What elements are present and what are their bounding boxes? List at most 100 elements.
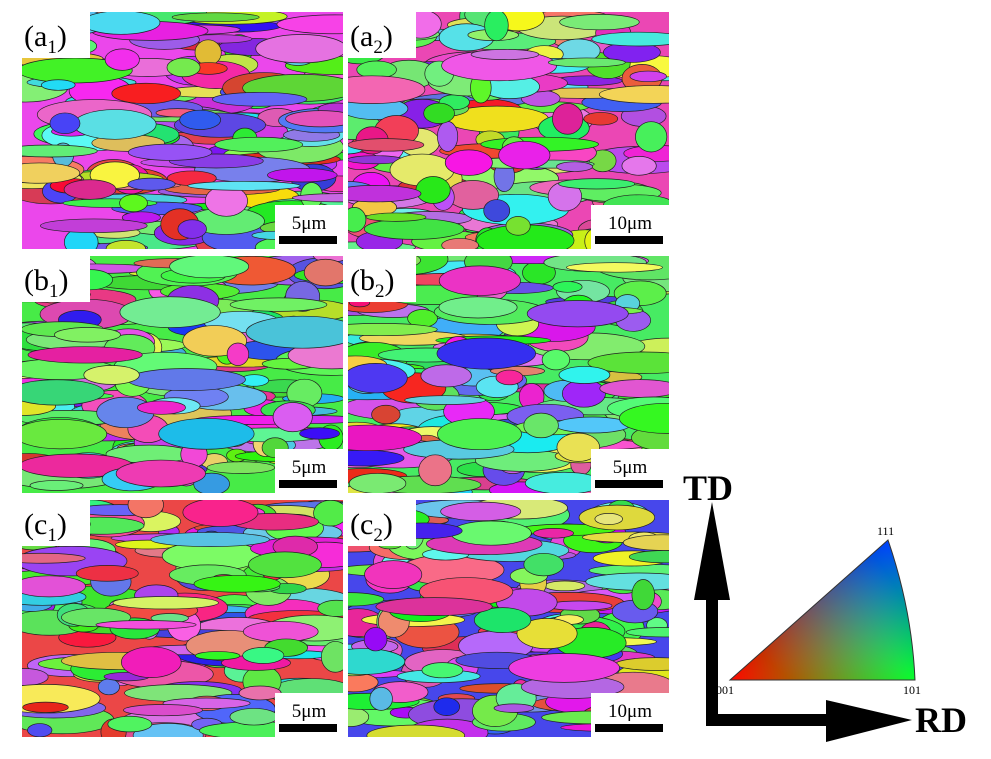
grain [179,109,222,130]
grain [365,212,427,222]
grain [127,143,213,161]
label-text: (b [24,264,49,297]
grain [440,501,522,522]
label-text: ) [385,264,395,297]
grain [54,327,121,343]
grain [81,12,161,35]
ebsd-map: (a2) 10μm [348,12,669,249]
ipf-outline [728,539,916,681]
grain [420,364,472,388]
grain [441,238,479,249]
grain [22,419,108,450]
panel-label: (a2) [350,20,393,58]
grain [348,424,423,452]
grain [120,646,182,678]
grain [523,412,559,439]
grain [508,653,620,683]
grain [544,580,586,592]
scale-bar-label: 10μm [608,213,652,234]
grain [127,500,164,519]
grain [438,265,521,296]
grain [169,256,250,279]
grain [483,199,511,223]
grain [22,379,105,406]
grain [348,323,438,337]
panel-label: (c1) [24,508,67,546]
grain [541,349,571,371]
ipf-legend: 001 101 111 [716,524,921,697]
label-box [22,500,90,546]
grain [404,395,486,405]
label-subscript: 1 [47,37,57,58]
grain [22,144,98,158]
grain [22,575,86,598]
grain [366,724,466,737]
panel-label: (b1) [24,264,69,302]
label-box [22,12,90,58]
grain [49,112,81,135]
scale-bar [279,236,337,244]
grain [473,607,532,633]
grain [561,379,606,408]
grain [27,346,143,364]
grain [470,49,540,60]
ipf-label: 101 [903,683,921,697]
grain [242,620,319,643]
grain [75,565,139,582]
grain [363,627,388,652]
grain [127,177,176,191]
grain [433,697,460,716]
grain [136,400,186,415]
grain [523,552,565,577]
grain [450,520,532,546]
grain [547,57,626,68]
grain [40,218,148,233]
grain [40,79,76,91]
grain [214,136,304,153]
ebsd-map: (b2) 5μm [348,256,669,493]
grain [348,592,385,607]
grain [182,500,259,527]
scale-bar-label: 5μm [292,457,327,478]
ipf-blue [730,540,915,680]
ebsd-map: (a1) 5μm [22,12,343,249]
grain [150,532,270,547]
label-subscript: 2 [375,281,385,302]
panel-label: (a1) [24,20,67,58]
label-subscript: 1 [49,281,59,302]
grain [171,12,260,22]
grain [245,315,343,349]
grain [119,296,221,328]
grain [226,342,250,366]
ebsd-map: (c2) 10μm [348,500,669,737]
ebsd-map: (b1) 5μm [22,256,343,493]
grain [313,500,343,527]
grain [276,14,343,35]
grain [127,368,246,391]
label-text: ) [59,264,69,297]
grain [493,703,535,713]
grain [415,176,451,204]
grain [22,162,81,184]
grain [22,701,69,713]
grain [566,262,663,273]
grain [438,296,518,319]
grain [437,418,522,451]
grain [299,427,340,440]
label-text: ) [57,20,67,53]
grain [22,552,86,564]
grain [371,404,401,425]
grain [498,140,551,170]
grain [267,167,338,183]
td-head [694,502,730,600]
grain [107,715,153,733]
grain [583,112,619,126]
grain [558,178,636,190]
grain [587,351,669,374]
grain [193,575,281,593]
grain [105,240,147,249]
grain [320,641,343,673]
td-label: TD [683,468,733,508]
grain [83,365,140,385]
panel-label: (c2) [350,508,393,546]
